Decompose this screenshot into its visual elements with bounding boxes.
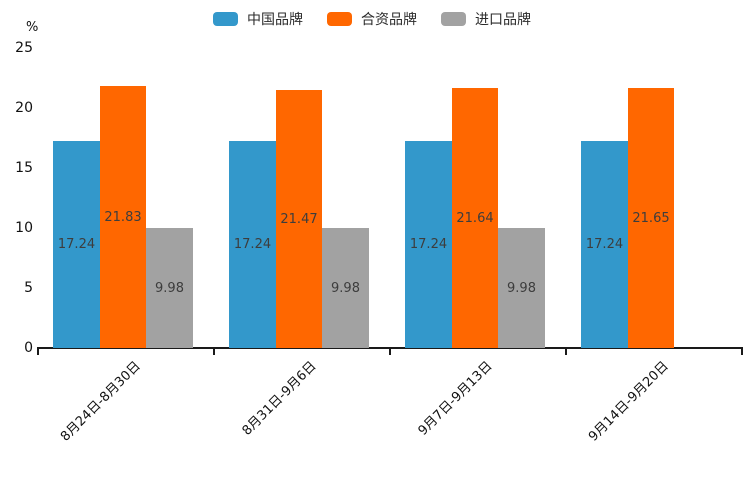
bar-value-label: 17.24 (57, 237, 96, 252)
legend-label: 进口品牌 (475, 12, 531, 28)
x-axis-tick (741, 349, 743, 355)
legend-label: 中国品牌 (247, 12, 303, 28)
y-tick-label: 5 (24, 280, 33, 296)
bar-series2-group0: 9.98 (146, 228, 193, 348)
x-axis-tick (213, 349, 215, 355)
y-tick-label: 10 (15, 220, 33, 236)
bar-series1-group1: 21.47 (276, 90, 322, 348)
bar-value-label: 17.24 (409, 237, 448, 252)
bar-value-label: 21.65 (632, 210, 670, 226)
y-tick-label: 20 (15, 100, 33, 116)
x-axis-tick (389, 349, 391, 355)
legend-swatch-icon (441, 12, 466, 26)
bar-series1-group2: 21.64 (452, 88, 498, 348)
bar-series0-group3: 17.24 (581, 141, 628, 348)
bar-value-label: 17.24 (233, 237, 272, 252)
bar-value-label: 9.98 (155, 280, 184, 296)
legend-swatch-icon (213, 12, 238, 26)
bar-value-label: 21.47 (280, 211, 318, 227)
y-axis-unit-label: % (26, 20, 39, 35)
bar-value-label: 9.98 (331, 280, 360, 296)
legend-swatch-icon (327, 12, 352, 26)
bar-series0-group2: 17.24 (405, 141, 452, 348)
y-tick-label: 0 (24, 340, 33, 356)
bar-series1-group3: 21.65 (628, 88, 674, 348)
bar-series0-group0: 17.24 (53, 141, 100, 348)
x-axis-tick (565, 349, 567, 355)
legend-item-0[interactable]: 中国品牌 (213, 9, 303, 29)
bar-value-label: 9.98 (507, 280, 536, 296)
legend: 中国品牌 合资品牌 进口品牌 (0, 9, 744, 29)
bar-series2-group2: 9.98 (498, 228, 545, 348)
bar-value-label: 17.24 (585, 237, 624, 252)
bar-series0-group1: 17.24 (229, 141, 276, 348)
legend-item-2[interactable]: 进口品牌 (441, 9, 531, 29)
x-axis-label: 9月14日-9月20日 (585, 358, 672, 445)
x-axis-label: 9月7日-9月13日 (415, 358, 496, 439)
y-tick-label: 25 (15, 40, 33, 56)
x-axis-tick (37, 349, 39, 355)
legend-label: 合资品牌 (361, 12, 417, 28)
bar-series2-group1: 9.98 (322, 228, 369, 348)
x-axis-label: 8月31日-9月6日 (239, 358, 320, 439)
y-tick-label: 15 (15, 160, 33, 176)
x-axis-line (37, 347, 743, 349)
x-axis-label: 8月24日-8月30日 (57, 358, 144, 445)
bar-series1-group0: 21.83 (100, 86, 146, 348)
legend-item-1[interactable]: 合资品牌 (327, 9, 417, 29)
bar-value-label: 21.64 (456, 210, 494, 226)
bar-value-label: 21.83 (104, 209, 142, 225)
